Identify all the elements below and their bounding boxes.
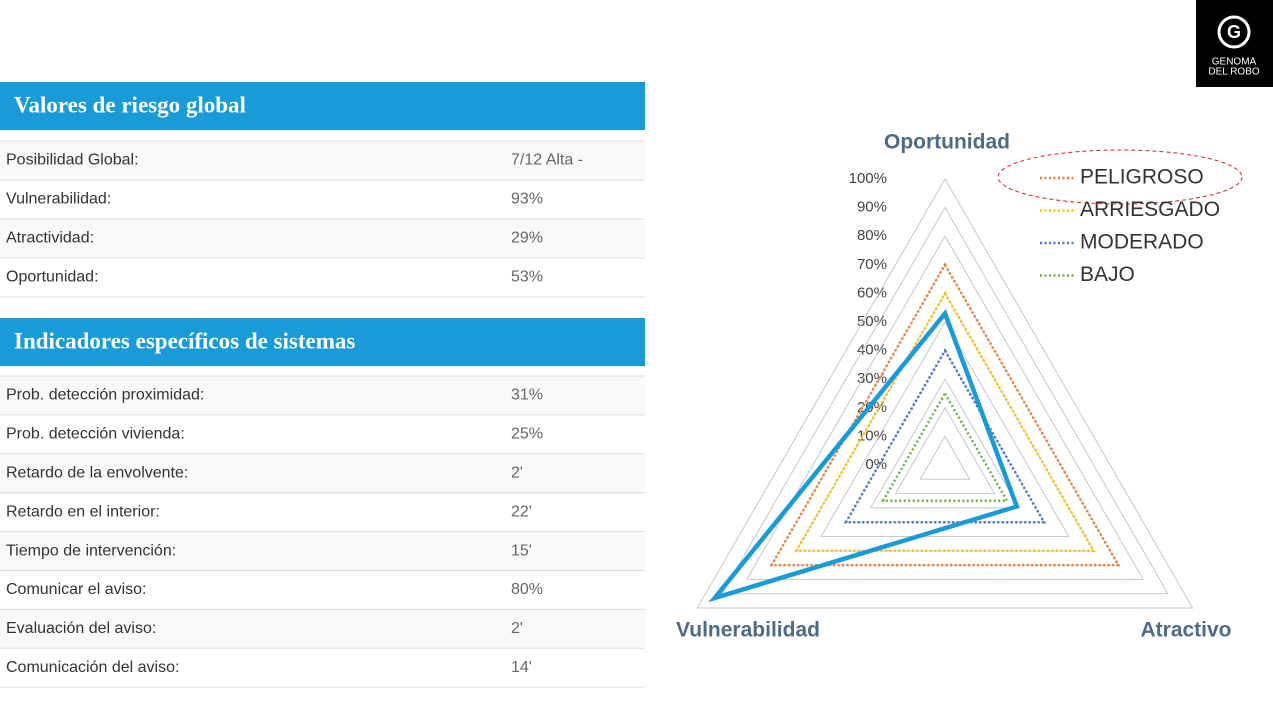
axis-label: Atractivo: [1140, 619, 1231, 642]
table-row: [0, 376, 645, 415]
row-value: 25%: [511, 426, 543, 443]
row-label: Vulnerabilidad:: [6, 191, 111, 208]
grid-triangle: [745, 235, 1145, 580]
row-value: 2': [511, 620, 523, 637]
legend-highlight: [997, 149, 1243, 205]
grid-triangle: [721, 206, 1169, 595]
row-value: 29%: [511, 230, 543, 247]
row-label: Retardo de la envolvente:: [6, 464, 188, 481]
tick-label: 10%: [857, 427, 887, 444]
table-row: [0, 180, 645, 219]
table-row: [0, 570, 645, 610]
reference-polygon: [794, 290, 1096, 553]
table-row: [0, 453, 645, 493]
row-label: Atractividad:: [6, 230, 94, 247]
logo-ring: [1217, 15, 1251, 49]
logo-mark: G: [1227, 22, 1241, 42]
row-value: 22': [511, 503, 532, 520]
row-value: 14': [511, 659, 532, 676]
tick-label: 40%: [857, 342, 887, 359]
legend-label: BAJO: [1080, 263, 1135, 286]
grid-triangle: [820, 321, 1070, 537]
data-polygon: [708, 308, 1020, 603]
grid-triangle: [696, 177, 1194, 609]
row-label: Comunicar el aviso:: [6, 581, 147, 598]
row-label: Prob. detección proximidad:: [6, 387, 204, 404]
row-label: Oportunidad:: [6, 269, 99, 286]
row-label: Comunicación del aviso:: [6, 659, 179, 676]
grid-triangle: [869, 378, 1021, 509]
table-title: Indicadores específicos de sistemas: [14, 328, 355, 353]
table-row: [0, 219, 645, 258]
row-value: 2': [511, 464, 523, 481]
table-header: [0, 82, 645, 130]
table-row: [0, 141, 645, 180]
logo-text: DEL ROBO: [1208, 67, 1260, 78]
row-value: 15': [511, 542, 532, 559]
row-value: 7/12 Alta -: [511, 152, 583, 169]
row-value: 31%: [511, 387, 543, 404]
row-value: 53%: [511, 269, 543, 286]
row-label: Tiempo de intervención:: [6, 542, 176, 559]
table-title: Valores de riesgo global: [14, 92, 246, 117]
logo-box: [1196, 0, 1273, 87]
legend-label: MODERADO: [1080, 231, 1204, 254]
grid-triangle: [894, 406, 996, 495]
row-label: Prob. detección vivienda:: [6, 426, 185, 443]
tick-label: 60%: [857, 284, 887, 301]
row-label: Evaluación del aviso:: [6, 620, 156, 637]
axis-label: Oportunidad: [884, 131, 1010, 154]
table-header: [0, 318, 645, 366]
axis-label: Vulnerabilidad: [676, 619, 820, 642]
table-row: [0, 414, 645, 454]
tick-label: 70%: [857, 256, 887, 273]
row-label: Retardo en el interior:: [6, 503, 160, 520]
grid-triangle: [770, 263, 1120, 566]
row-value: 93%: [511, 191, 543, 208]
logo-text: GENOMA: [1212, 57, 1257, 68]
tick-label: 90%: [857, 199, 887, 216]
table-row: [0, 492, 645, 532]
grid-triangle: [919, 435, 971, 480]
tick-label: 100%: [849, 170, 887, 187]
tick-label: 80%: [857, 227, 887, 244]
grid-triangle: [795, 292, 1095, 552]
reference-polygon: [880, 391, 1010, 502]
table-row: [0, 258, 645, 297]
table-row: [0, 648, 645, 688]
row-label: Posibilidad Global:: [6, 152, 139, 169]
table-row: [0, 531, 645, 571]
tick-label: 30%: [857, 370, 887, 387]
tick-label: 50%: [857, 313, 887, 330]
legend-label: PELIGROSO: [1080, 166, 1204, 189]
table-row: [0, 609, 645, 649]
reference-polygon: [843, 348, 1047, 524]
row-value: 80%: [511, 581, 543, 598]
legend-label: ARRIESGADO: [1080, 198, 1220, 221]
